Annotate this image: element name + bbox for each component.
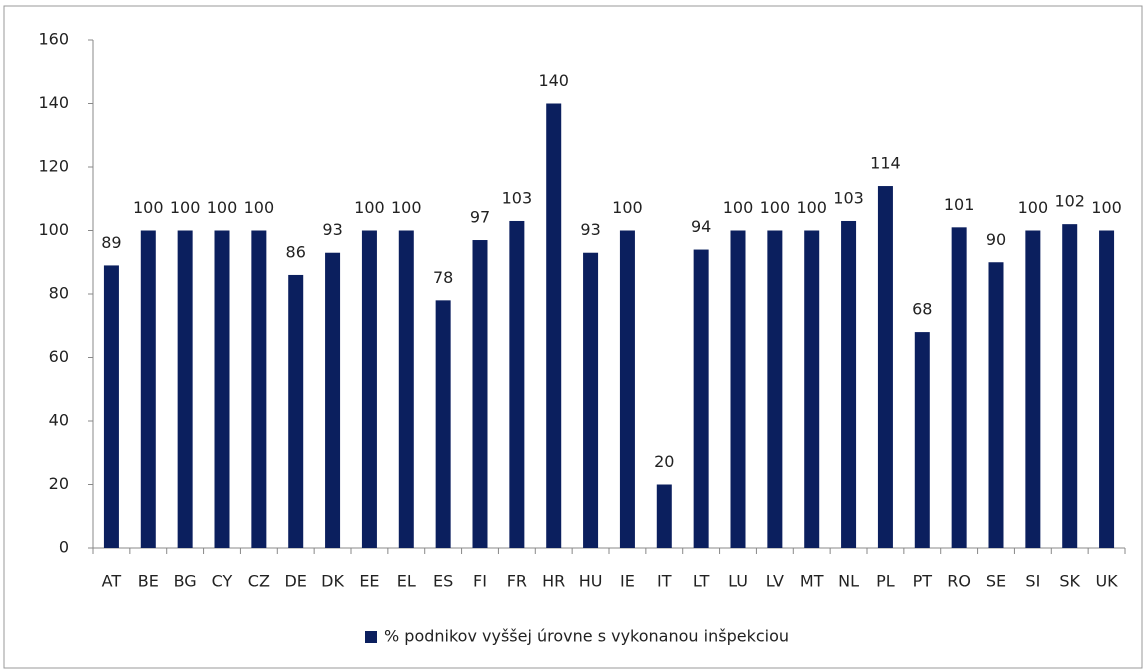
data-label: 100 bbox=[170, 198, 201, 217]
bar bbox=[546, 103, 562, 548]
x-tick-label: IE bbox=[620, 572, 635, 591]
data-label: 100 bbox=[1018, 198, 1049, 217]
y-tick-label: 20 bbox=[49, 474, 69, 493]
bar bbox=[693, 249, 709, 549]
x-tick-label: BE bbox=[138, 572, 159, 591]
data-label: 100 bbox=[391, 198, 422, 217]
data-label: 100 bbox=[612, 198, 643, 217]
bar bbox=[435, 300, 451, 548]
bar bbox=[730, 230, 746, 548]
y-tick-label: 120 bbox=[38, 157, 69, 176]
x-tick-label: EE bbox=[359, 572, 379, 591]
x-tick-label: SE bbox=[986, 572, 1006, 591]
data-label: 94 bbox=[691, 217, 711, 236]
bar bbox=[509, 220, 525, 548]
y-tick-label: 80 bbox=[49, 284, 69, 303]
data-label: 100 bbox=[723, 198, 754, 217]
bar bbox=[288, 274, 304, 548]
legend-label: % podnikov vyššej úrovne s vykonanou inš… bbox=[384, 627, 789, 646]
x-tick-label: CY bbox=[212, 572, 233, 591]
x-tick-label: CZ bbox=[248, 572, 270, 591]
data-label: 114 bbox=[870, 154, 901, 173]
x-tick-label: DE bbox=[284, 572, 306, 591]
bar bbox=[841, 220, 857, 548]
bar bbox=[140, 230, 156, 548]
data-label: 68 bbox=[912, 300, 932, 319]
data-label: 100 bbox=[244, 198, 275, 217]
x-tick-label: UK bbox=[1095, 572, 1118, 591]
y-tick-label: 140 bbox=[38, 93, 69, 112]
bar bbox=[472, 240, 488, 548]
data-label: 86 bbox=[286, 242, 306, 261]
x-tick-label: IT bbox=[657, 572, 672, 591]
x-tick-label: ES bbox=[433, 572, 453, 591]
bar bbox=[914, 332, 930, 548]
bar bbox=[583, 252, 599, 548]
x-tick-label: LV bbox=[766, 572, 784, 591]
x-tick-label: LU bbox=[728, 572, 748, 591]
x-tick-label: HU bbox=[579, 572, 603, 591]
data-label: 93 bbox=[322, 220, 342, 239]
y-tick-label: 40 bbox=[49, 411, 69, 430]
data-label: 100 bbox=[796, 198, 827, 217]
x-tick-label: HR bbox=[542, 572, 565, 591]
data-label: 100 bbox=[354, 198, 385, 217]
data-label: 93 bbox=[580, 220, 600, 239]
x-tick-label: SK bbox=[1059, 572, 1080, 591]
data-label: 97 bbox=[470, 208, 490, 227]
x-tick-label: EL bbox=[397, 572, 416, 591]
bar bbox=[877, 186, 893, 549]
data-label: 102 bbox=[1054, 192, 1085, 211]
y-tick-label: 60 bbox=[49, 347, 69, 366]
bar bbox=[361, 230, 377, 548]
bar bbox=[325, 252, 341, 548]
bar bbox=[103, 265, 119, 548]
bar bbox=[1062, 224, 1078, 548]
data-label: 101 bbox=[944, 195, 975, 214]
bar bbox=[767, 230, 783, 548]
bar bbox=[1025, 230, 1041, 548]
data-label: 140 bbox=[538, 71, 569, 90]
bar bbox=[951, 227, 967, 548]
x-tick-label: FR bbox=[507, 572, 527, 591]
data-label: 20 bbox=[654, 452, 674, 471]
x-tick-label: SI bbox=[1025, 572, 1040, 591]
x-tick-label: NL bbox=[838, 572, 859, 591]
x-tick-label: AT bbox=[102, 572, 122, 591]
chart-border bbox=[3, 5, 1143, 669]
data-label: 90 bbox=[986, 230, 1006, 249]
bar bbox=[398, 230, 414, 548]
data-label: 103 bbox=[833, 188, 864, 207]
bar bbox=[214, 230, 230, 548]
y-tick-label: 0 bbox=[59, 538, 69, 557]
data-label: 89 bbox=[101, 233, 121, 252]
bar bbox=[1099, 230, 1115, 548]
legend-swatch bbox=[365, 631, 377, 643]
data-label: 100 bbox=[207, 198, 238, 217]
data-label: 100 bbox=[133, 198, 164, 217]
bar bbox=[251, 230, 267, 548]
bar bbox=[804, 230, 820, 548]
y-tick-label: 160 bbox=[38, 30, 69, 49]
y-tick-label: 100 bbox=[38, 220, 69, 239]
x-tick-label: LT bbox=[693, 572, 710, 591]
data-label: 78 bbox=[433, 268, 453, 287]
bar bbox=[988, 262, 1004, 548]
bar bbox=[619, 230, 635, 548]
x-tick-label: PL bbox=[876, 572, 895, 591]
x-tick-label: PT bbox=[913, 572, 933, 591]
x-tick-label: DK bbox=[321, 572, 344, 591]
bar bbox=[177, 230, 193, 548]
data-label: 100 bbox=[760, 198, 791, 217]
x-tick-label: MT bbox=[800, 572, 824, 591]
x-tick-label: RO bbox=[947, 572, 971, 591]
data-label: 103 bbox=[502, 188, 533, 207]
x-tick-label: BG bbox=[174, 572, 197, 591]
data-label: 100 bbox=[1091, 198, 1122, 217]
x-tick-label: FI bbox=[473, 572, 487, 591]
bar bbox=[656, 484, 672, 548]
